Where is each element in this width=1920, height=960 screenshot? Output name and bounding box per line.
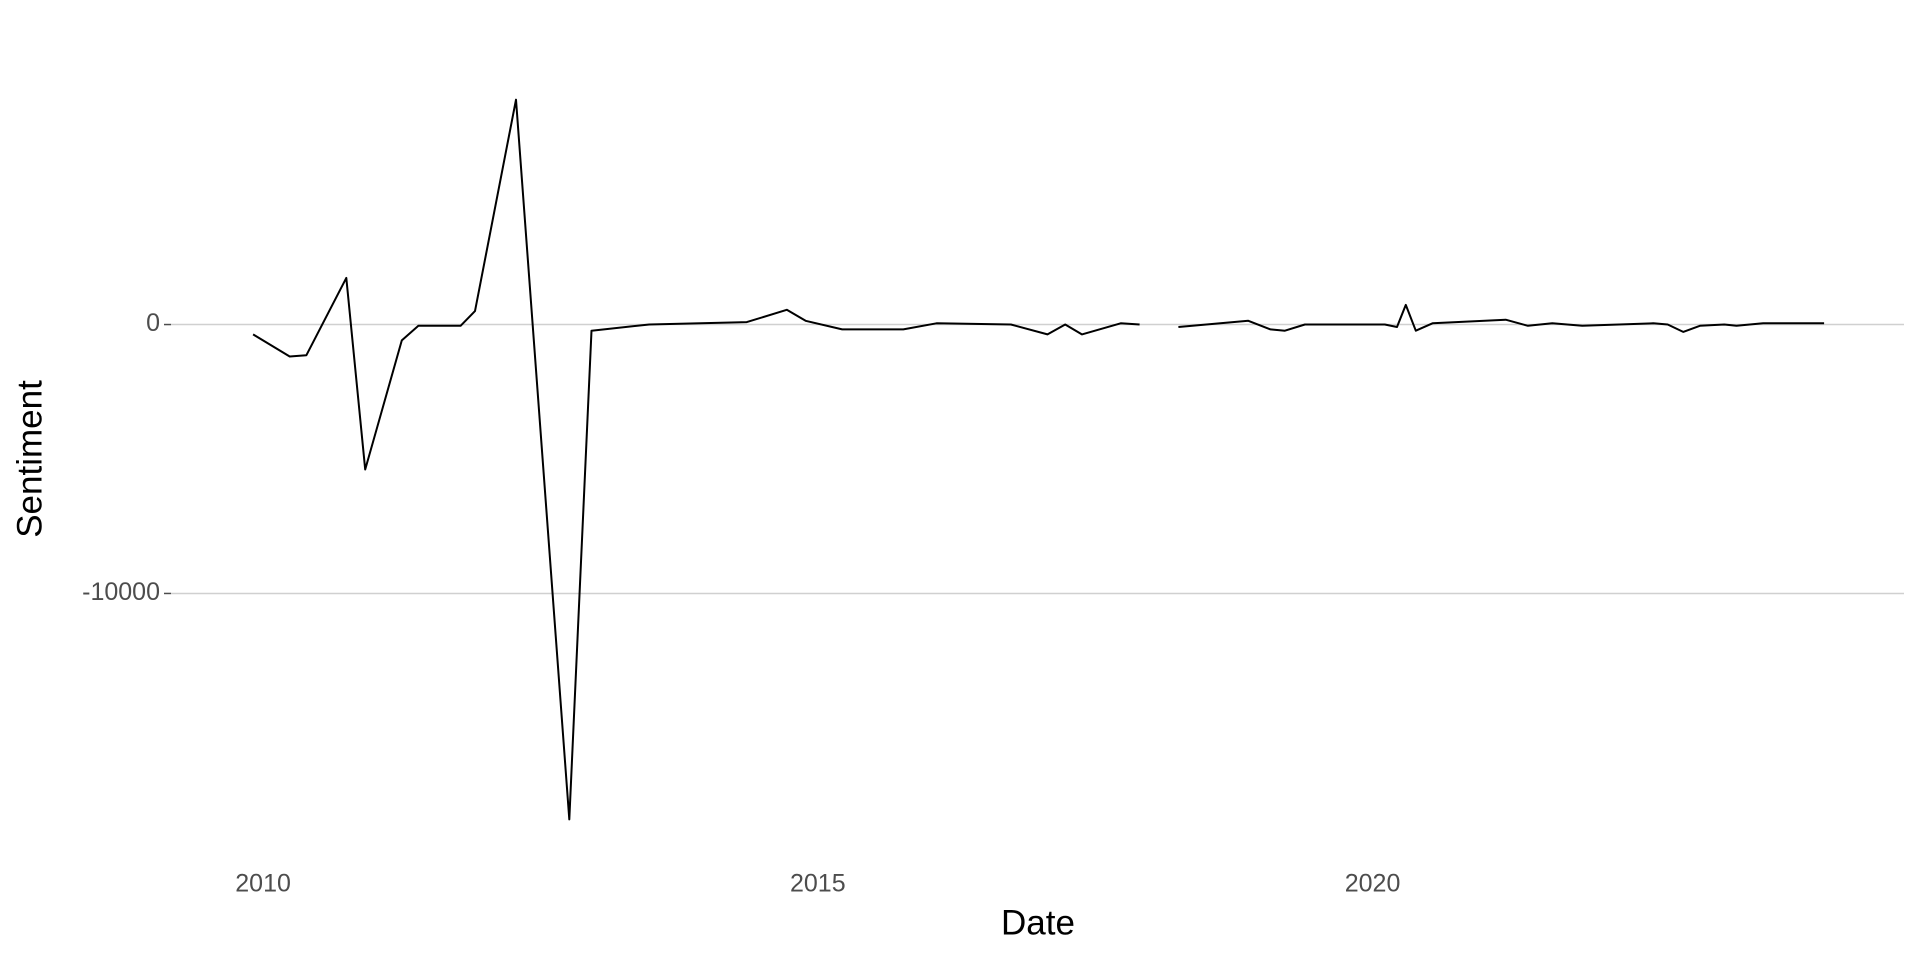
line <box>252 98 1825 821</box>
x-axis-title: Date <box>1001 903 1075 942</box>
x-tick-label: 2010 <box>235 870 291 898</box>
x-tick-label: 2020 <box>1345 870 1401 898</box>
y-axis-title: Sentiment <box>10 380 49 538</box>
y-tick-label: 0 <box>146 309 160 337</box>
y-tick-label: -10000 <box>82 578 160 606</box>
x-tick-label: 2015 <box>790 870 846 898</box>
